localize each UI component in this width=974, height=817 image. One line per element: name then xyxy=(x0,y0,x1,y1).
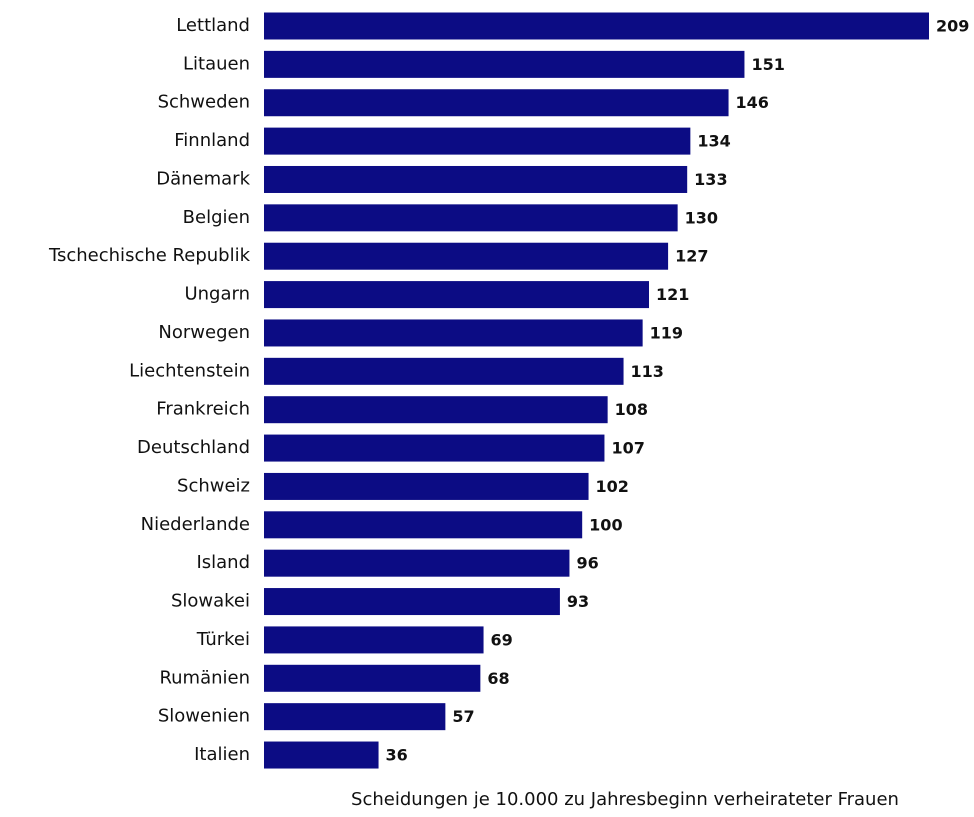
category-label: Lettland xyxy=(176,15,250,36)
value-label: 102 xyxy=(596,477,629,496)
category-label: Frankreich xyxy=(156,399,250,420)
bar xyxy=(264,89,729,117)
bar xyxy=(264,50,745,78)
bar xyxy=(264,741,379,769)
category-label: Niederlande xyxy=(141,514,250,535)
category-label: Dänemark xyxy=(156,168,250,189)
category-label: Norwegen xyxy=(158,322,250,343)
bar xyxy=(264,242,669,270)
category-label: Deutschland xyxy=(137,437,250,458)
bar xyxy=(264,396,608,424)
bar xyxy=(264,281,649,309)
value-label: 119 xyxy=(650,323,683,342)
bar xyxy=(264,12,929,40)
value-label: 121 xyxy=(656,285,689,304)
value-label: 69 xyxy=(491,630,513,649)
bar xyxy=(264,511,583,539)
category-label: Tschechische Republik xyxy=(48,245,251,266)
category-label: Liechtenstein xyxy=(129,360,250,381)
value-label: 107 xyxy=(611,439,644,458)
value-label: 146 xyxy=(736,93,769,112)
value-label: 134 xyxy=(697,132,730,151)
value-label: 127 xyxy=(675,247,708,266)
value-label: 57 xyxy=(452,707,474,726)
category-label: Ungarn xyxy=(184,284,250,305)
bar xyxy=(264,127,691,155)
bar xyxy=(264,165,688,193)
category-label: Finnland xyxy=(174,130,250,151)
bar xyxy=(264,588,560,616)
x-axis-label: Scheidungen je 10.000 zu Jahresbeginn ve… xyxy=(351,789,899,810)
category-label: Türkei xyxy=(196,629,250,650)
bar xyxy=(264,434,605,462)
value-label: 113 xyxy=(631,362,664,381)
value-label: 209 xyxy=(936,17,969,36)
category-label: Slowenien xyxy=(158,706,250,727)
bar xyxy=(264,319,643,347)
category-label: Schweden xyxy=(158,92,250,113)
value-label: 108 xyxy=(615,400,648,419)
value-label: 96 xyxy=(576,554,598,573)
category-label: Italien xyxy=(194,744,250,765)
value-label: 133 xyxy=(694,170,727,189)
category-label: Slowakei xyxy=(171,591,250,612)
bar xyxy=(264,204,678,232)
bar xyxy=(264,357,624,385)
category-label: Rumänien xyxy=(159,667,250,688)
value-label: 151 xyxy=(751,55,784,74)
value-label: 93 xyxy=(567,592,589,611)
category-label: Litauen xyxy=(183,53,250,74)
value-label: 68 xyxy=(487,669,509,688)
category-label: Island xyxy=(196,552,250,573)
bar xyxy=(264,664,481,692)
category-label: Schweiz xyxy=(177,475,250,496)
value-label: 130 xyxy=(685,208,718,227)
bar xyxy=(264,626,484,654)
bar xyxy=(264,549,570,577)
bar xyxy=(264,472,589,500)
value-label: 36 xyxy=(386,746,408,765)
category-label: Belgien xyxy=(183,207,250,228)
value-label: 100 xyxy=(589,515,622,534)
bar xyxy=(264,703,446,731)
